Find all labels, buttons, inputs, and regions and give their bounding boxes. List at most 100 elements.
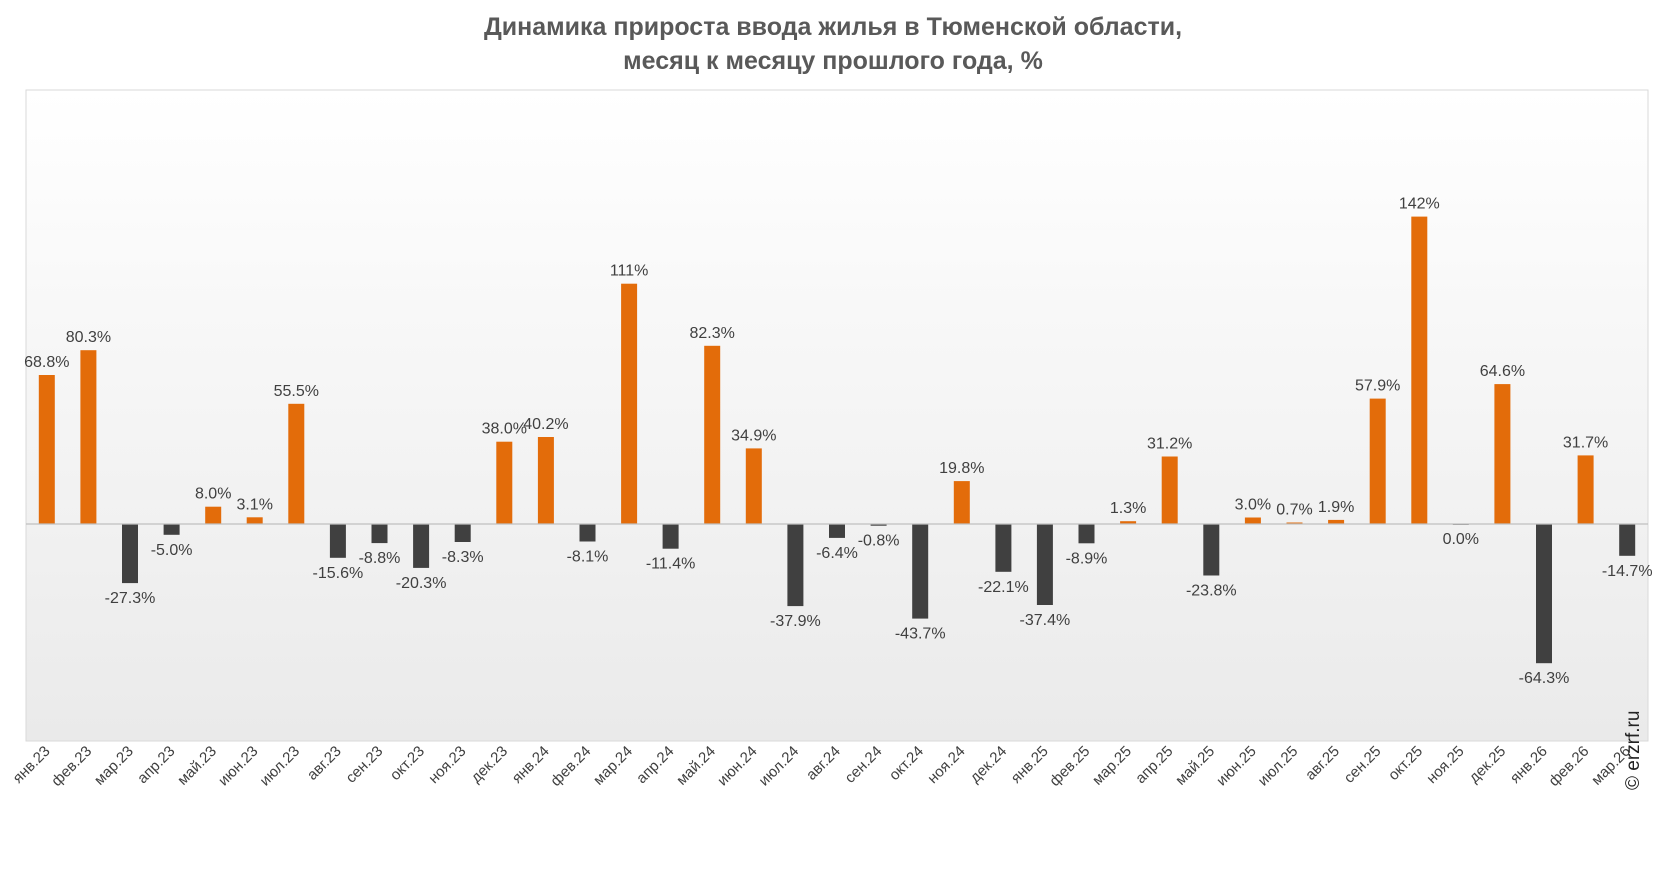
value-label-37: -64.3% [1519,670,1570,687]
bars-group [38,216,1636,664]
x-tick-label-2: фев.23 [48,743,95,790]
bar-5 [205,506,222,524]
x-tick-label-38: фев.26 [1545,743,1592,790]
x-tick-label-1: янв.23 [10,743,54,787]
value-label-34: 142% [1399,196,1440,213]
bar-21 [870,524,887,526]
value-label-33: 57.9% [1355,378,1400,395]
chart-title: Динамика прироста ввода жилья в Тюменско… [0,10,1666,78]
x-tick-label-7: июл.23 [257,743,304,790]
x-tick-label-33: сен.25 [1341,743,1385,787]
bar-19 [787,524,804,607]
x-tick-label-22: окт.24 [886,743,927,784]
value-label-30: 3.0% [1235,497,1271,514]
value-label-7: 55.5% [274,383,319,400]
x-tick-label-32: авг.25 [1302,743,1343,784]
x-tick-label-27: мар.25 [1089,743,1135,789]
value-label-31: 0.7% [1276,502,1312,519]
x-tick-label-9: сен.23 [342,743,386,787]
x-tick-label-17: май.24 [673,743,719,789]
source-credit: © erzrf.ru [1623,710,1644,790]
value-label-35: 0.0% [1443,531,1479,548]
value-label-2: 80.3% [66,329,111,346]
value-label-25: -37.4% [1020,612,1071,629]
bar-23 [953,481,970,524]
bar-14 [579,524,596,542]
x-tick-label-28: апр.25 [1132,743,1176,787]
x-tick-label-13: янв.24 [509,743,553,787]
value-label-27: 1.3% [1110,500,1146,517]
value-label-21: -0.8% [858,533,900,550]
bar-33 [1369,398,1386,524]
x-tick-label-5: май.23 [174,743,220,789]
bar-13 [537,437,554,524]
x-tick-label-21: сен.24 [842,743,886,787]
chart-title-line-2: месяц к месяцу прошлого года, % [623,47,1043,75]
value-label-4: -5.0% [151,542,193,559]
value-label-15: 111% [610,263,649,280]
value-label-5: 8.0% [195,486,231,503]
x-tick-label-29: май.25 [1172,743,1218,789]
bar-11 [454,524,471,542]
x-tick-label-15: мар.24 [590,743,636,789]
x-tick-label-26: фев.25 [1046,743,1093,790]
x-tick-label-10: окт.23 [387,743,428,784]
x-tick-label-24: дек.24 [967,743,1010,786]
bar-17 [704,345,721,524]
value-label-9: -8.8% [359,550,401,567]
bar-30 [1244,517,1261,524]
value-label-14: -8.1% [567,549,609,566]
bar-7 [288,403,305,524]
value-label-22: -43.7% [895,626,946,643]
bar-6 [246,517,263,524]
value-label-19: -37.9% [770,613,821,630]
x-tick-label-20: авг.24 [803,743,844,784]
value-label-20: -6.4% [816,545,858,562]
x-tick-label-3: мар.23 [91,743,137,789]
bar-31 [1286,522,1303,524]
value-label-12: 38.0% [482,421,527,438]
value-labels-group: 68.8% 80.3% -27.3% -5.0% 8.0% 3.1% 55.5% -15.6%… [24,196,1652,688]
bar-12 [496,441,513,524]
value-label-26: -8.9% [1066,550,1108,567]
value-label-39: -14.7% [1602,563,1653,580]
bar-18 [745,448,762,524]
value-label-16: -11.4% [646,556,696,573]
plot-area [25,89,1649,742]
value-label-23: 19.8% [939,460,984,477]
value-label-13: 40.2% [523,416,568,433]
bar-26 [1078,524,1095,544]
bar-2 [80,350,97,524]
bar-38 [1577,455,1594,524]
x-tick-label-23: ноя.24 [924,743,968,787]
bar-1 [38,375,55,524]
value-label-6: 3.1% [236,496,272,513]
value-label-10: -20.3% [396,575,447,592]
x-tick-label-8: авг.23 [304,743,345,784]
value-label-1: 68.8% [24,354,69,371]
bar-10 [413,524,430,568]
value-label-32: 1.9% [1318,499,1354,516]
x-tick-label-30: июн.25 [1213,743,1260,790]
bar-36 [1494,384,1511,524]
bar-24 [995,524,1012,572]
x-tick-label-12: дек.23 [468,743,511,786]
bar-32 [1328,519,1345,524]
bar-34 [1411,216,1428,524]
value-label-38: 31.7% [1563,434,1608,451]
x-tick-label-35: ноя.25 [1423,743,1467,787]
value-label-3: -27.3% [105,590,156,607]
value-label-36: 64.6% [1480,363,1525,380]
bar-39 [1619,524,1636,556]
x-tick-label-19: июл.24 [756,743,803,790]
x-tick-label-31: июл.25 [1255,743,1302,790]
value-label-8: -15.6% [313,565,364,582]
bar-9 [371,524,388,544]
x-tick-label-34: окт.25 [1385,743,1426,784]
bar-27 [1120,521,1137,524]
bar-25 [1036,524,1053,605]
x-axis-tick-labels: янв.23фев.23мар.23апр.23май.23июн.23июл.… [10,743,1634,790]
x-tick-label-36: дек.25 [1466,743,1509,786]
x-tick-label-25: янв.25 [1008,743,1052,787]
